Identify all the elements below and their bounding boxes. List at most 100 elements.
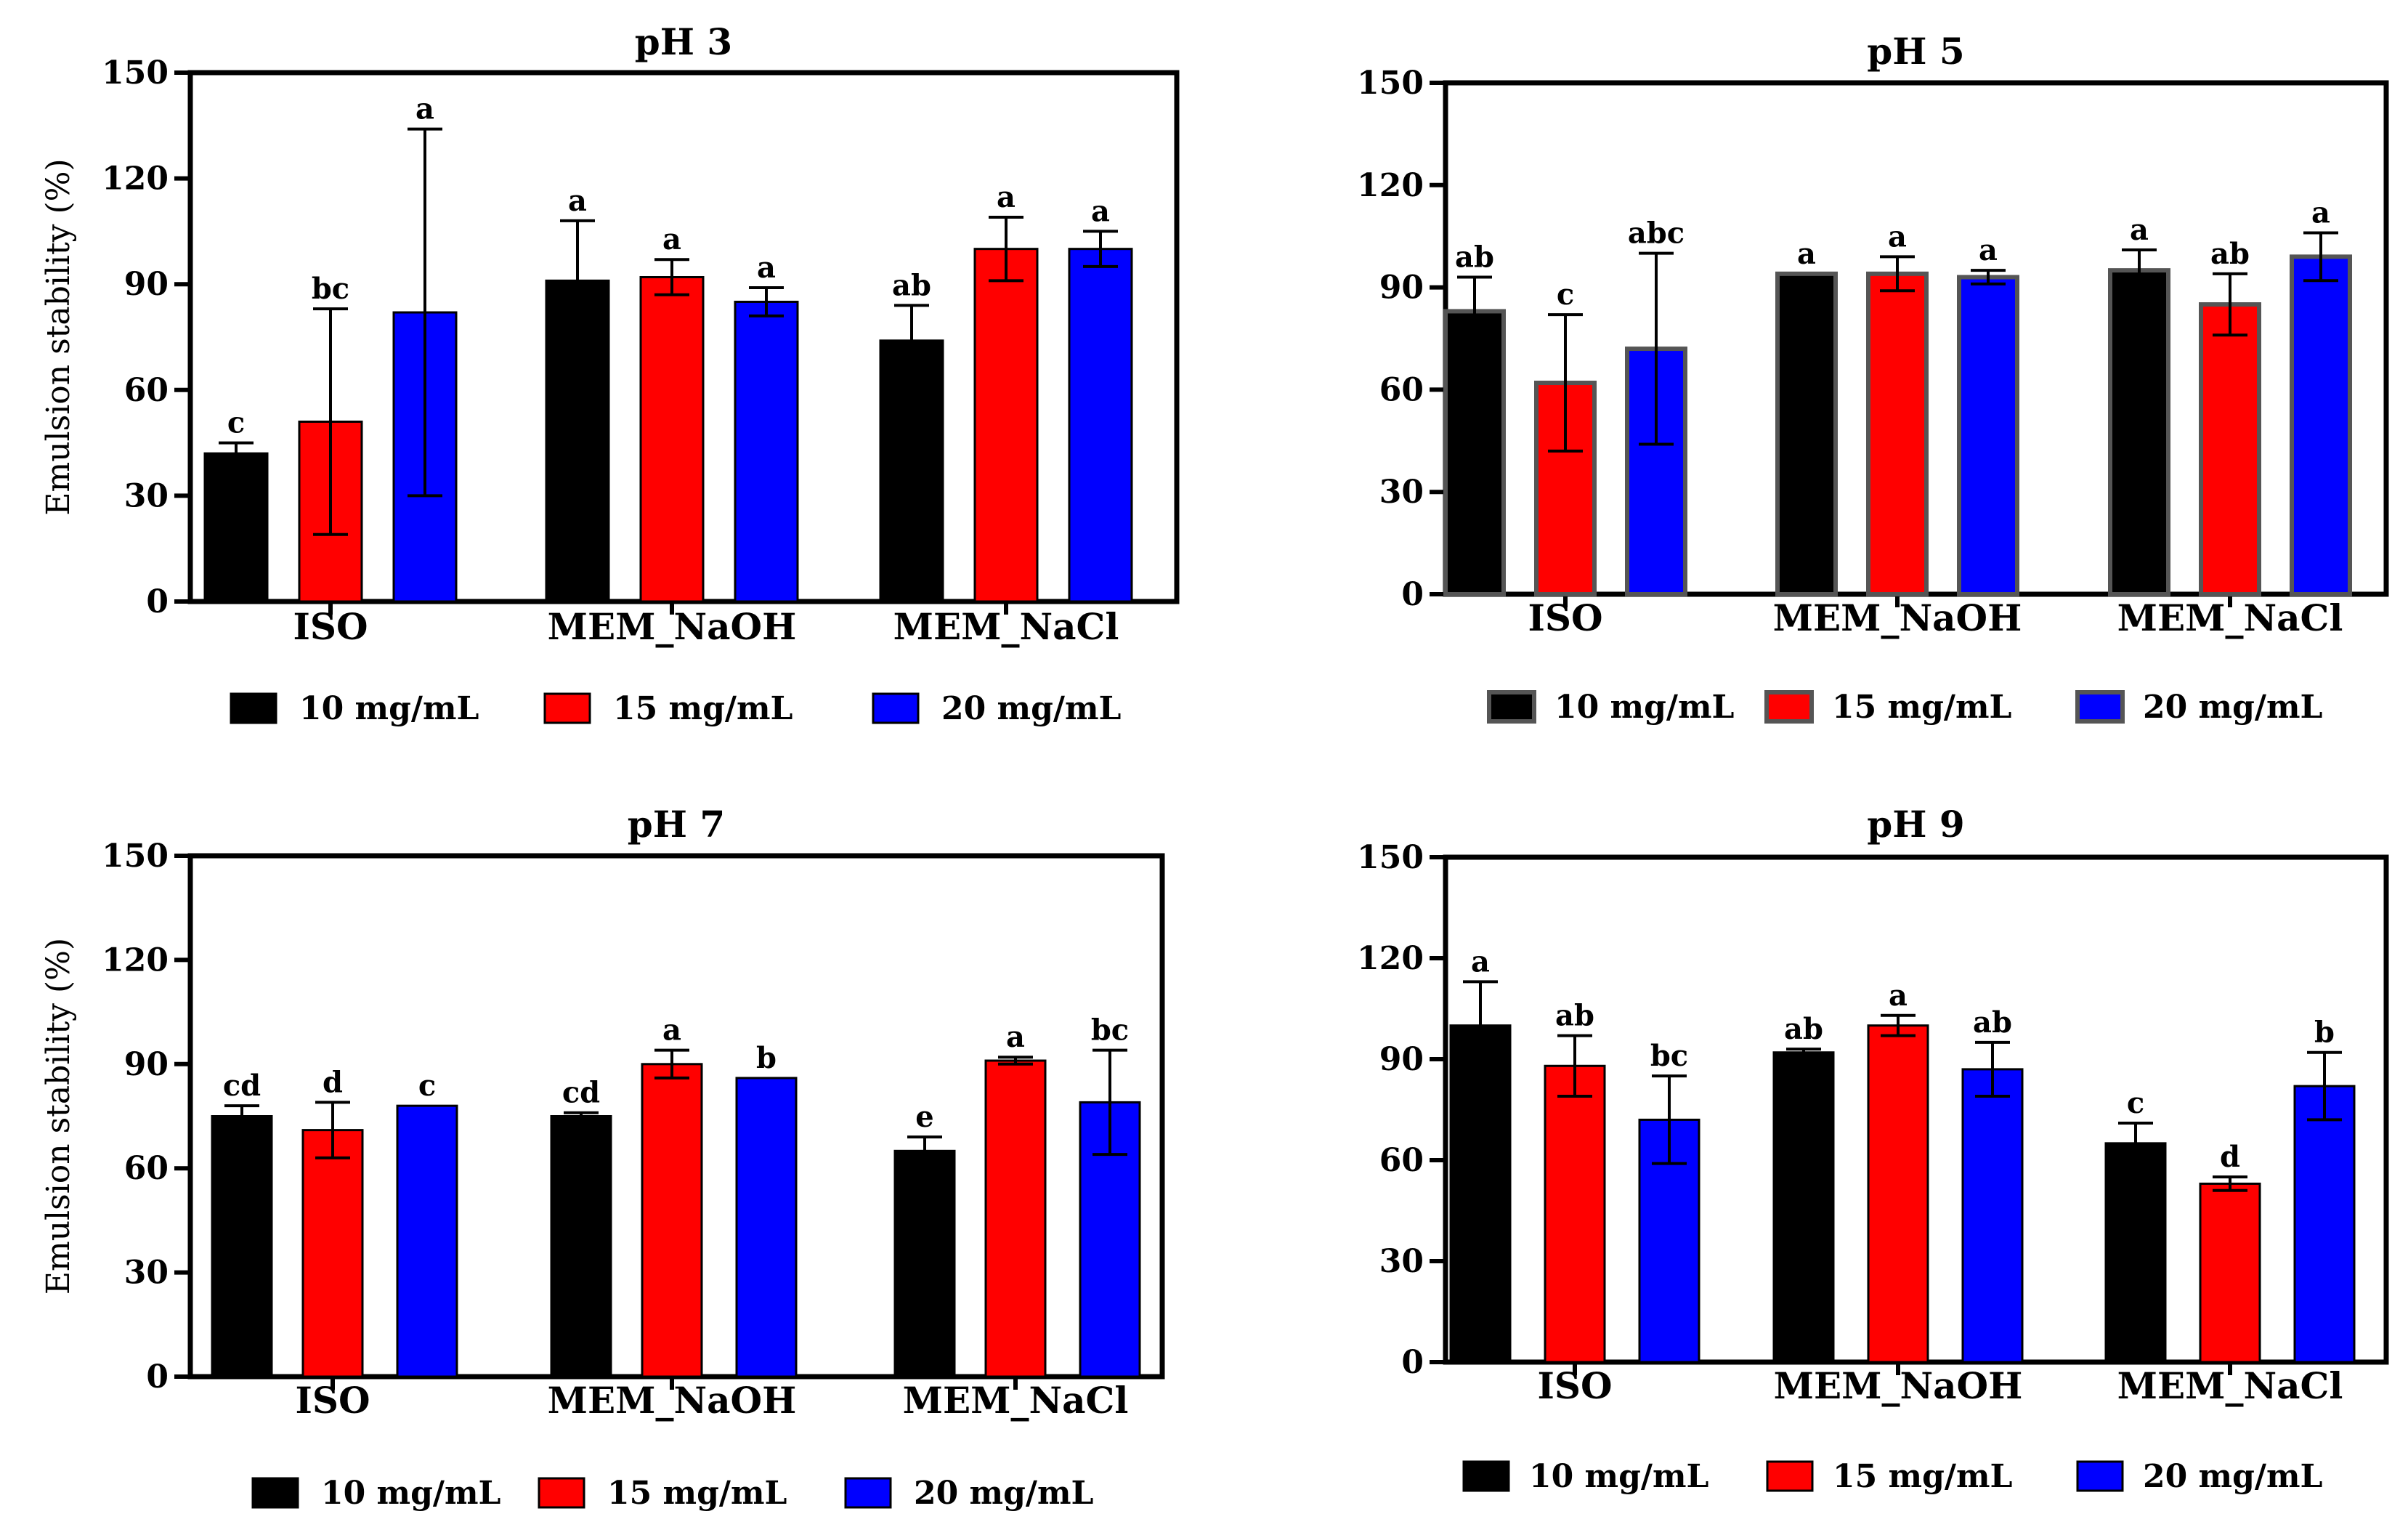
legend-swatch — [1487, 690, 1536, 724]
significance-label: ab — [2210, 237, 2250, 271]
significance-label: ab — [1784, 1012, 1823, 1046]
bar — [1443, 309, 1506, 596]
bar — [2199, 302, 2261, 596]
bar — [550, 1115, 612, 1378]
significance-label: ab — [1455, 240, 1494, 275]
bar — [1867, 1024, 1929, 1364]
significance-label: a — [1979, 233, 1998, 267]
legend-label: 10 mg/mL — [299, 690, 479, 727]
significance-label: ab — [1973, 1005, 2012, 1040]
significance-label: a — [1888, 219, 1907, 254]
legend-swatch — [844, 1477, 892, 1509]
bar — [2104, 1142, 2167, 1364]
y-tick-label: 150 — [102, 54, 169, 92]
y-axis-label: Emulsion stability (%) — [40, 158, 77, 515]
bar — [1772, 1051, 1835, 1364]
significance-label: ab — [1555, 999, 1594, 1033]
legend-swatch — [2075, 690, 2125, 724]
bar — [1068, 248, 1133, 603]
chart-panel-3: pH 7 0 30 60 90 120 150 Emulsion stability (%) I… — [40, 803, 1165, 1512]
category-label: MEM_NaOH — [548, 1379, 797, 1422]
y-tick-label: 90 — [124, 1046, 169, 1083]
y-tick-label: 30 — [124, 477, 169, 514]
category-label: MEM_NaCl — [903, 1379, 1129, 1422]
y-tick-label: 90 — [1379, 1041, 1424, 1078]
y-tick-label: 60 — [124, 1150, 169, 1187]
bar — [2199, 1182, 2261, 1364]
legend-swatch — [2076, 1460, 2124, 1492]
bar — [735, 1077, 798, 1378]
legend-label: 15 mg/mL — [1833, 1458, 2012, 1495]
significance-label: a — [415, 92, 434, 126]
bar — [1449, 1024, 1512, 1364]
significance-label: b — [756, 1041, 777, 1075]
y-tick-label: 90 — [1379, 270, 1424, 307]
significance-label: a — [997, 180, 1016, 214]
legend-swatch — [1764, 690, 1814, 724]
legend-label: 10 mg/mL — [321, 1475, 500, 1512]
significance-label: d — [2220, 1140, 2240, 1174]
significance-label: a — [1006, 1020, 1025, 1054]
legend-swatch — [251, 1477, 299, 1509]
significance-label: a — [1889, 979, 1908, 1013]
significance-label: a — [1091, 194, 1110, 228]
significance-label: bc — [1091, 1013, 1129, 1048]
chart-title: pH 5 — [1867, 30, 1964, 73]
chart-panel-1: pH 3 0 30 60 90 120 150 Emulsion stability (%) I… — [40, 20, 1180, 727]
category-label: ISO — [1537, 1364, 1612, 1407]
category-label: ISO — [295, 1379, 370, 1422]
chart-title: pH 9 — [1867, 803, 1964, 846]
significance-label: a — [2130, 213, 2149, 247]
category-label: MEM_NaCl — [893, 605, 1119, 648]
category-label: MEM_NaCl — [2117, 1364, 2343, 1407]
significance-label: c — [1557, 278, 1574, 312]
category-label: MEM_NaOH — [1773, 596, 2022, 639]
legend-label: 20 mg/mL — [2143, 689, 2322, 726]
y-tick-label: 150 — [102, 838, 169, 875]
y-tick-label: 0 — [146, 1358, 169, 1396]
y-tick-label: 60 — [124, 372, 169, 409]
bar — [1544, 1064, 1606, 1364]
category-label: ISO — [1528, 596, 1602, 639]
chart-panel-2: pH 5 0 30 60 90 120 150 ISO MEM_NaOH MEM_NaCl ab a a… — [1357, 30, 2389, 726]
bar — [1961, 1068, 2024, 1364]
bar — [2290, 254, 2352, 596]
significance-label: bc — [1650, 1039, 1688, 1073]
legend-swatch — [1462, 1460, 1510, 1492]
bar — [1866, 271, 1929, 596]
significance-label: a — [757, 251, 776, 285]
legend-label: 15 mg/mL — [613, 690, 792, 727]
legend-label: 20 mg/mL — [941, 690, 1121, 727]
category-label: MEM_NaOH — [1774, 1364, 2023, 1407]
legend-swatch — [872, 692, 920, 724]
y-tick-label: 120 — [102, 941, 169, 979]
significance-label: ab — [892, 268, 931, 302]
chart-title: pH 7 — [628, 803, 725, 846]
bar — [641, 1063, 703, 1378]
significance-label: d — [323, 1065, 343, 1099]
significance-label: c — [2127, 1086, 2144, 1120]
y-tick-label: 30 — [1379, 1243, 1424, 1280]
bar — [301, 1129, 364, 1378]
legend-label: 10 mg/mL — [1529, 1458, 1708, 1495]
y-axis-label: Emulsion stability (%) — [40, 938, 77, 1295]
significance-label: cd — [562, 1076, 600, 1110]
significance-label: abc — [1628, 216, 1685, 251]
y-tick-label: 120 — [1357, 940, 1424, 977]
bar — [211, 1115, 273, 1378]
legend-label: 10 mg/mL — [1554, 689, 1734, 726]
y-tick-label: 0 — [1401, 1344, 1424, 1381]
bar — [639, 275, 705, 603]
y-tick-label: 60 — [1379, 371, 1424, 408]
bar — [734, 300, 799, 603]
significance-label: bc — [312, 272, 349, 306]
y-tick-label: 150 — [1357, 65, 1424, 102]
legend-label: 20 mg/mL — [914, 1475, 1093, 1512]
significance-label: a — [662, 1013, 681, 1048]
y-tick-label: 60 — [1379, 1142, 1424, 1179]
bar — [893, 1149, 956, 1378]
legend-swatch — [543, 692, 591, 724]
y-tick-label: 90 — [124, 266, 169, 303]
chart-title: pH 3 — [635, 20, 732, 63]
